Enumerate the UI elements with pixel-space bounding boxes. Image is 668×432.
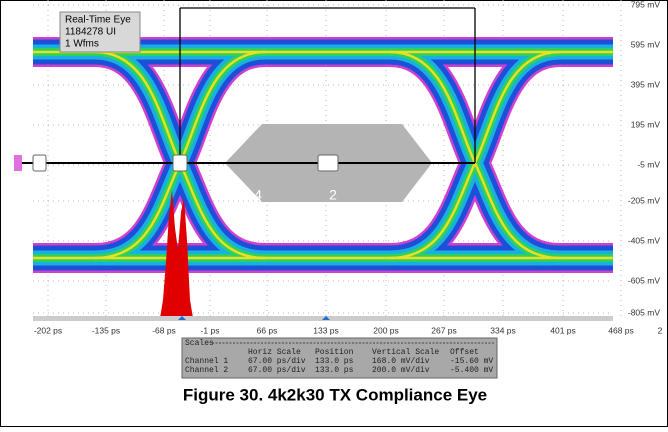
mask-label: 4 — [254, 187, 262, 203]
scales-title: Scales — [185, 339, 214, 348]
info-text: Real-Time Eye — [65, 15, 131, 26]
x-tick-label: -68 ps — [152, 325, 176, 335]
scales-cell: 133.0 ps — [315, 357, 354, 366]
x-tick-label: -1 ps — [201, 325, 220, 335]
caption: Figure 30. 4k2k30 TX Compliance Eye — [183, 385, 487, 404]
scroll-bar — [33, 316, 613, 321]
scales-header: Horiz Scale — [248, 348, 301, 357]
scales-header: Position — [315, 348, 354, 357]
y-tick-label: 195 mV — [631, 119, 661, 129]
y-tick-label: -805 mV — [628, 307, 660, 317]
x-tick-label: 468 ps — [608, 325, 634, 335]
scales-header: Vertical Scale — [372, 348, 439, 357]
cursor-handle[interactable] — [317, 154, 339, 172]
x-tick-label: 334 ps — [490, 325, 516, 335]
x-tick-label: 133 ps — [313, 325, 339, 335]
scales-cell: -5.400 mV — [450, 366, 493, 375]
x-tick-label: 200 ps — [373, 325, 399, 335]
x-tick-label: 401 ps — [550, 325, 576, 335]
cursor-handle[interactable] — [172, 154, 188, 172]
mask-label: 2 — [329, 187, 337, 203]
scales-box — [181, 337, 498, 379]
scales-cell: 67.00 ps/div — [248, 357, 306, 366]
x-tick-label: -202 ps — [34, 325, 62, 335]
y-tick-label: -405 mV — [628, 235, 660, 245]
y-tick-label: -5 mV — [637, 159, 660, 169]
histogram — [160, 190, 193, 318]
y-tick-label: -605 mV — [628, 275, 660, 285]
scales-cell: 67.00 ps/div — [248, 366, 306, 375]
info-text: 1184278 UI — [65, 27, 116, 38]
info-text: 1 Wfms — [65, 39, 99, 50]
info-box — [59, 11, 141, 53]
x-tick-label: 2 — [658, 325, 663, 335]
y-tick-label: 795 mV — [631, 0, 661, 9]
y-tick-label: 595 mV — [631, 39, 661, 49]
scales-cell: Channel 1 — [185, 357, 228, 366]
scales-cell: 200.0 mV/div — [372, 366, 430, 375]
scales-header: Offset — [450, 348, 479, 357]
x-tick-label: 66 ps — [257, 325, 278, 335]
x-tick-label: -135 ps — [92, 325, 120, 335]
scales-cell: -15.60 mV — [450, 357, 493, 366]
scales-cell: 133.0 ps — [315, 366, 354, 375]
indicator — [178, 316, 186, 320]
y-tick-label: 395 mV — [631, 79, 661, 89]
marker — [14, 155, 22, 171]
y-tick-label: -205 mV — [628, 195, 660, 205]
cursor-handle[interactable] — [32, 154, 47, 172]
indicator — [322, 316, 330, 320]
x-tick-label: 267 ps — [431, 325, 457, 335]
scales-cell: Channel 2 — [185, 366, 228, 375]
scales-cell: 168.0 mV/div — [372, 357, 430, 366]
